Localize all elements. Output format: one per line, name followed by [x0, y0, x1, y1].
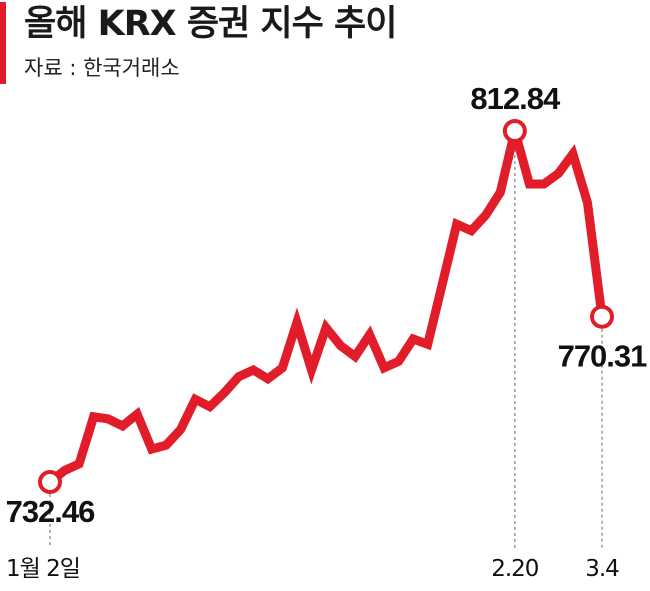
chart-title: 올해 KRX 증권 지수 추이: [24, 4, 397, 44]
value-labels: 732.46 812.84 770.31: [6, 81, 649, 529]
value-label: 770.31: [558, 339, 648, 374]
x-tick-label: 2.20: [491, 556, 539, 582]
value-label: 732.46: [6, 494, 96, 529]
annotation-dashes: [49, 143, 603, 548]
x-tick-label: 1월 2일: [6, 556, 80, 582]
series-line-layer: [47, 129, 607, 486]
title-accent-bar: [0, 2, 6, 84]
x-axis-tick-labels: 1월 2일 2.20 3.4: [6, 556, 620, 582]
annotation-markers: [38, 119, 614, 494]
data-point-marker: [590, 304, 614, 329]
value-label: 812.84: [470, 81, 561, 116]
data-point-marker: [38, 470, 62, 494]
source-note: 자료 : 한국거래소: [24, 56, 180, 80]
series-line: [47, 129, 607, 486]
x-tick-label: 3.4: [585, 556, 619, 582]
data-point-marker: [502, 119, 527, 143]
